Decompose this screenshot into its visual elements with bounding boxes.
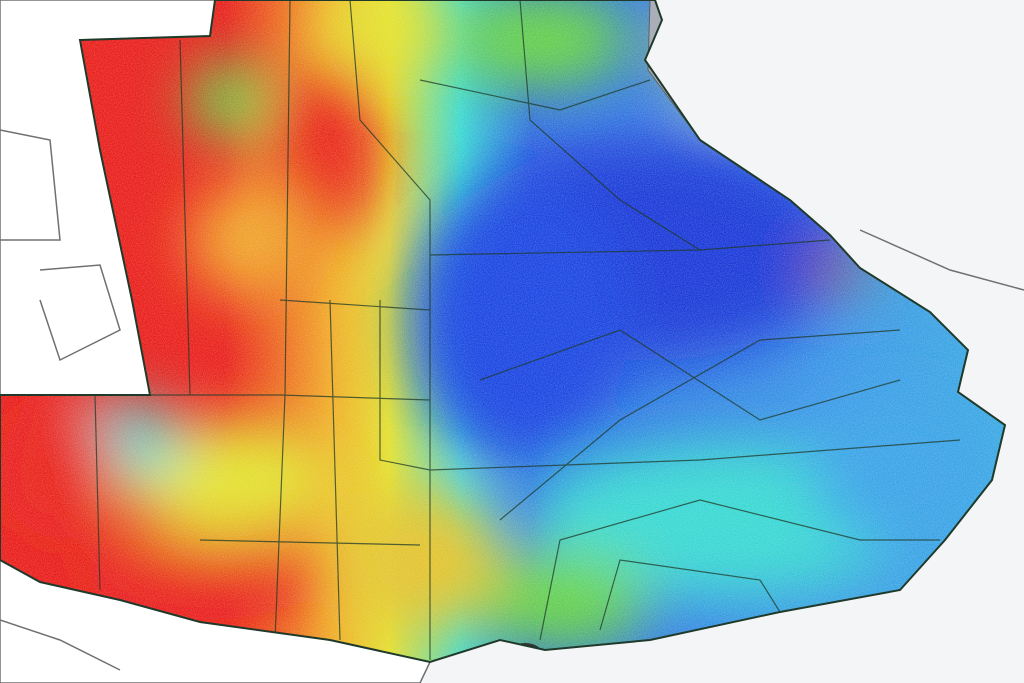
county-boundaries <box>94 0 961 660</box>
